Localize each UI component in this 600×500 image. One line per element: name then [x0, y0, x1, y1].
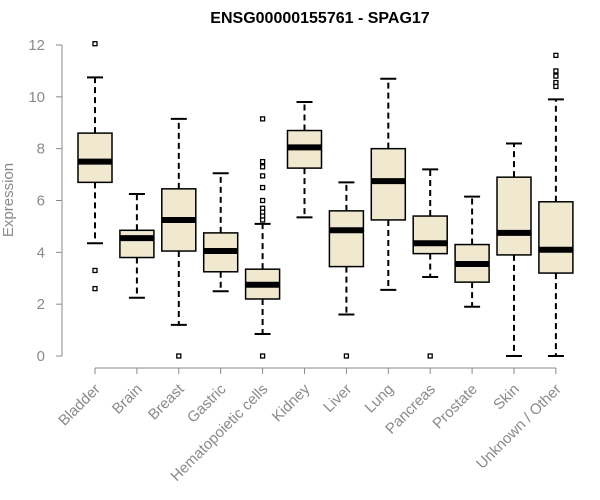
outlier-point [259, 158, 266, 165]
outlier-point [259, 173, 266, 179]
iqr-box [496, 176, 532, 256]
iqr-box [119, 229, 155, 259]
x-tick-label: Bladder [55, 381, 104, 430]
y-tick-label: 12 [28, 37, 45, 54]
box-unknown-other [538, 52, 574, 357]
y-tick-label: 4 [37, 244, 45, 261]
outlier-point [259, 197, 266, 204]
outlier-point [92, 267, 98, 274]
y-tick-label: 10 [28, 89, 45, 106]
box-brain [119, 193, 155, 299]
box-liver [328, 181, 365, 359]
box-kidney [286, 101, 323, 219]
outlier-point [553, 52, 559, 59]
box-gastric [202, 172, 239, 293]
iqr-box [370, 147, 407, 221]
box-skin [496, 142, 532, 357]
x-tick-label: Skin [490, 381, 523, 414]
outlier-point [553, 83, 559, 90]
iqr-box [538, 201, 574, 274]
outlier-point [343, 353, 350, 359]
y-tick-label: 0 [37, 348, 45, 365]
x-tick-label: Kidney [269, 380, 314, 425]
box-hematopoietic-cells [244, 116, 281, 359]
box-breast [161, 117, 197, 359]
outlier-point [259, 217, 266, 223]
box-pancreas [412, 168, 448, 359]
outlier-point [259, 164, 266, 170]
y-tick-label: 2 [37, 296, 45, 313]
outlier-point [176, 353, 182, 359]
outlier-point [553, 68, 559, 74]
iqr-box [412, 215, 448, 255]
boxes [77, 41, 574, 359]
outlier-point [92, 285, 98, 292]
axes: 0 2 4 6 8 10 12 [28, 37, 557, 374]
y-tick-label: 8 [37, 141, 45, 158]
x-tick-label: Prostate [429, 381, 481, 433]
y-tick-label: 6 [37, 193, 45, 210]
box-prostate [454, 195, 490, 308]
box-bladder [77, 41, 113, 292]
y-axis-label: Expression [0, 163, 17, 237]
outlier-point [427, 353, 433, 359]
x-tick-label: Brain [109, 381, 146, 418]
iqr-box [77, 132, 113, 184]
x-tick-label: Breast [145, 380, 188, 423]
x-tick-label: Liver [320, 381, 355, 416]
outlier-point [553, 73, 559, 79]
chart-title: ENSG00000155761 - SPAG17 [210, 10, 430, 27]
outlier-point [259, 353, 266, 359]
outlier-point [92, 41, 98, 47]
iqr-box [328, 210, 365, 268]
box-lung [370, 77, 407, 291]
outlier-point [259, 184, 266, 191]
outlier-point [259, 116, 266, 122]
x-tick-label: Lung [362, 381, 398, 417]
